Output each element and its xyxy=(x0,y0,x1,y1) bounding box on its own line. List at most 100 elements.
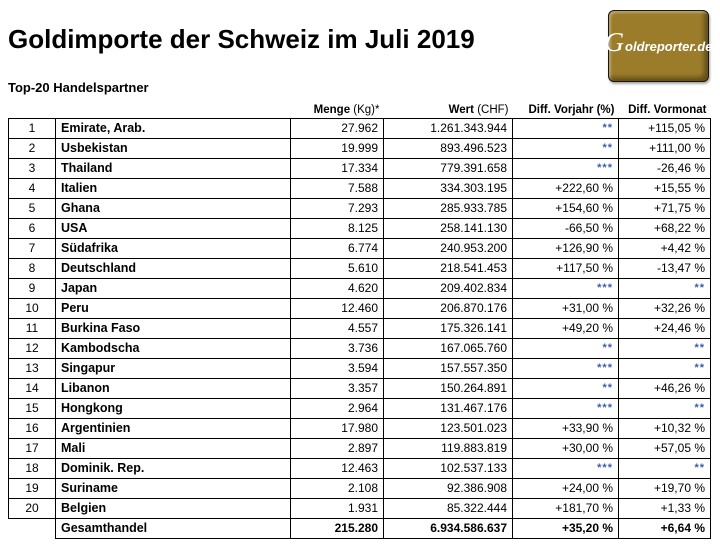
diff-vormonat-cell: +68,22 % xyxy=(618,217,711,239)
diff-vorjahr-cell: *** xyxy=(512,397,619,419)
diff-vorjahr-cell: ** xyxy=(512,117,619,139)
wert-cell: 1.261.343.944 xyxy=(383,117,513,139)
wert-cell: 240.953.200 xyxy=(383,237,513,259)
menge-cell: 2.964 xyxy=(290,397,384,419)
country-cell: Kambodscha xyxy=(55,337,291,359)
diff-vormonat-cell: +19,70 % xyxy=(618,477,711,499)
total-row: Gesamthandel 215.280 6.934.586.637 +35,2… xyxy=(9,517,711,539)
diff-vorjahr-cell: ** xyxy=(512,137,619,159)
table-body: 1 Emirate, Arab. 27.962 1.261.343.944 **… xyxy=(8,117,711,519)
logo-rest: oldreporter.de xyxy=(625,38,713,54)
menge-cell: 3.357 xyxy=(290,377,384,399)
country-cell: Peru xyxy=(55,297,291,319)
country-cell: Suriname xyxy=(55,477,291,499)
wert-cell: 218.541.453 xyxy=(383,257,513,279)
header-country-empty xyxy=(56,100,291,118)
country-cell: Argentinien xyxy=(55,417,291,439)
menge-cell: 5.610 xyxy=(290,257,384,279)
trade-table-wrap: Menge (Kg)* Wert (CHF) Diff. Vorjahr (%)… xyxy=(8,100,711,539)
diff-vormonat-cell: ** xyxy=(618,397,711,419)
table-row: 15 Hongkong 2.964 131.467.176 *** ** xyxy=(8,397,711,419)
wert-cell: 175.326.141 xyxy=(383,317,513,339)
header-wert: Wert (CHF) xyxy=(448,103,509,116)
total-diff-vormonat: +6,64 % xyxy=(618,517,711,539)
diff-vorjahr-cell: *** xyxy=(512,277,619,299)
wert-cell: 258.141.130 xyxy=(383,217,513,239)
country-cell: Japan xyxy=(55,277,291,299)
country-cell: Burkina Faso xyxy=(55,317,291,339)
wert-cell: 334.303.195 xyxy=(383,177,513,199)
table-row: 13 Singapur 3.594 157.557.350 *** ** xyxy=(8,357,711,379)
rank-cell: 8 xyxy=(8,257,56,279)
table-row: 20 Belgien 1.931 85.322.444 +181,70 % +1… xyxy=(8,497,711,519)
logo-g-glyph: G xyxy=(604,26,625,57)
country-cell: Deutschland xyxy=(55,257,291,279)
country-cell: Mali xyxy=(55,437,291,459)
page-title: Goldimporte der Schweiz im Juli 2019 xyxy=(8,24,475,54)
diff-vormonat-cell: +111,00 % xyxy=(618,137,711,159)
wert-cell: 92.386.908 xyxy=(383,477,513,499)
table-row: 1 Emirate, Arab. 27.962 1.261.343.944 **… xyxy=(8,117,711,139)
wert-cell: 206.870.176 xyxy=(383,297,513,319)
country-cell: Emirate, Arab. xyxy=(55,117,291,139)
rank-cell: 16 xyxy=(8,417,56,439)
menge-cell: 3.594 xyxy=(290,357,384,379)
header-diff-vorjahr: Diff. Vorjahr (%) xyxy=(528,103,615,116)
menge-cell: 2.108 xyxy=(290,477,384,499)
wert-cell: 167.065.760 xyxy=(383,337,513,359)
table-row: 2 Usbekistan 19.999 893.496.523 ** +111,… xyxy=(8,137,711,159)
diff-vormonat-cell: -13,47 % xyxy=(618,257,711,279)
wert-cell: 893.496.523 xyxy=(383,137,513,159)
rank-cell: 20 xyxy=(8,497,56,519)
diff-vormonat-cell: ** xyxy=(618,337,711,359)
menge-cell: 7.293 xyxy=(290,197,384,219)
diff-vormonat-cell: +1,33 % xyxy=(618,497,711,519)
diff-vorjahr-cell: +24,00 % xyxy=(512,477,619,499)
menge-cell: 19.999 xyxy=(290,137,384,159)
rank-cell: 12 xyxy=(8,337,56,359)
diff-vormonat-cell: -26,46 % xyxy=(618,157,711,179)
table-row: 6 USA 8.125 258.141.130 -66,50 % +68,22 … xyxy=(8,217,711,239)
menge-cell: 1.931 xyxy=(290,497,384,519)
rank-cell: 11 xyxy=(8,317,56,339)
table-row: 16 Argentinien 17.980 123.501.023 +33,90… xyxy=(8,417,711,439)
menge-cell: 2.897 xyxy=(290,437,384,459)
diff-vormonat-cell: +4,42 % xyxy=(618,237,711,259)
wert-cell: 123.501.023 xyxy=(383,417,513,439)
wert-cell: 779.391.658 xyxy=(383,157,513,179)
table-row: 11 Burkina Faso 4.557 175.326.141 +49,20… xyxy=(8,317,711,339)
rank-cell: 13 xyxy=(8,357,56,379)
diff-vorjahr-cell: *** xyxy=(512,457,619,479)
country-cell: Singapur xyxy=(55,357,291,379)
country-cell: Ghana xyxy=(55,197,291,219)
diff-vormonat-cell: +46,26 % xyxy=(618,377,711,399)
wert-cell: 85.322.444 xyxy=(383,497,513,519)
rank-cell: 18 xyxy=(8,457,56,479)
table-row: 12 Kambodscha 3.736 167.065.760 ** ** xyxy=(8,337,711,359)
table-row: 18 Dominik. Rep. 12.463 102.537.133 *** … xyxy=(8,457,711,479)
table-row: 17 Mali 2.897 119.883.819 +30,00 % +57,0… xyxy=(8,437,711,459)
rank-cell: 14 xyxy=(8,377,56,399)
menge-cell: 17.334 xyxy=(290,157,384,179)
menge-cell: 4.557 xyxy=(290,317,384,339)
country-cell: Thailand xyxy=(55,157,291,179)
rank-cell: 5 xyxy=(8,197,56,219)
diff-vorjahr-cell: +154,60 % xyxy=(512,197,619,219)
menge-cell: 27.962 xyxy=(290,117,384,139)
menge-cell: 4.620 xyxy=(290,277,384,299)
wert-cell: 157.557.350 xyxy=(383,357,513,379)
menge-cell: 12.460 xyxy=(290,297,384,319)
rank-cell: 6 xyxy=(8,217,56,239)
table-row: 10 Peru 12.460 206.870.176 +31,00 % +32,… xyxy=(8,297,711,319)
total-diff-vorjahr: +35,20 % xyxy=(512,517,619,539)
trade-table: Menge (Kg)* Wert (CHF) Diff. Vorjahr (%)… xyxy=(8,100,711,539)
wert-cell: 285.933.785 xyxy=(383,197,513,219)
table-row: 8 Deutschland 5.610 218.541.453 +117,50 … xyxy=(8,257,711,279)
wert-cell: 102.537.133 xyxy=(383,457,513,479)
diff-vorjahr-cell: -66,50 % xyxy=(512,217,619,239)
wert-cell: 209.402.834 xyxy=(383,277,513,299)
diff-vormonat-cell: +57,05 % xyxy=(618,437,711,459)
country-cell: Südafrika xyxy=(55,237,291,259)
diff-vorjahr-cell: +33,90 % xyxy=(512,417,619,439)
